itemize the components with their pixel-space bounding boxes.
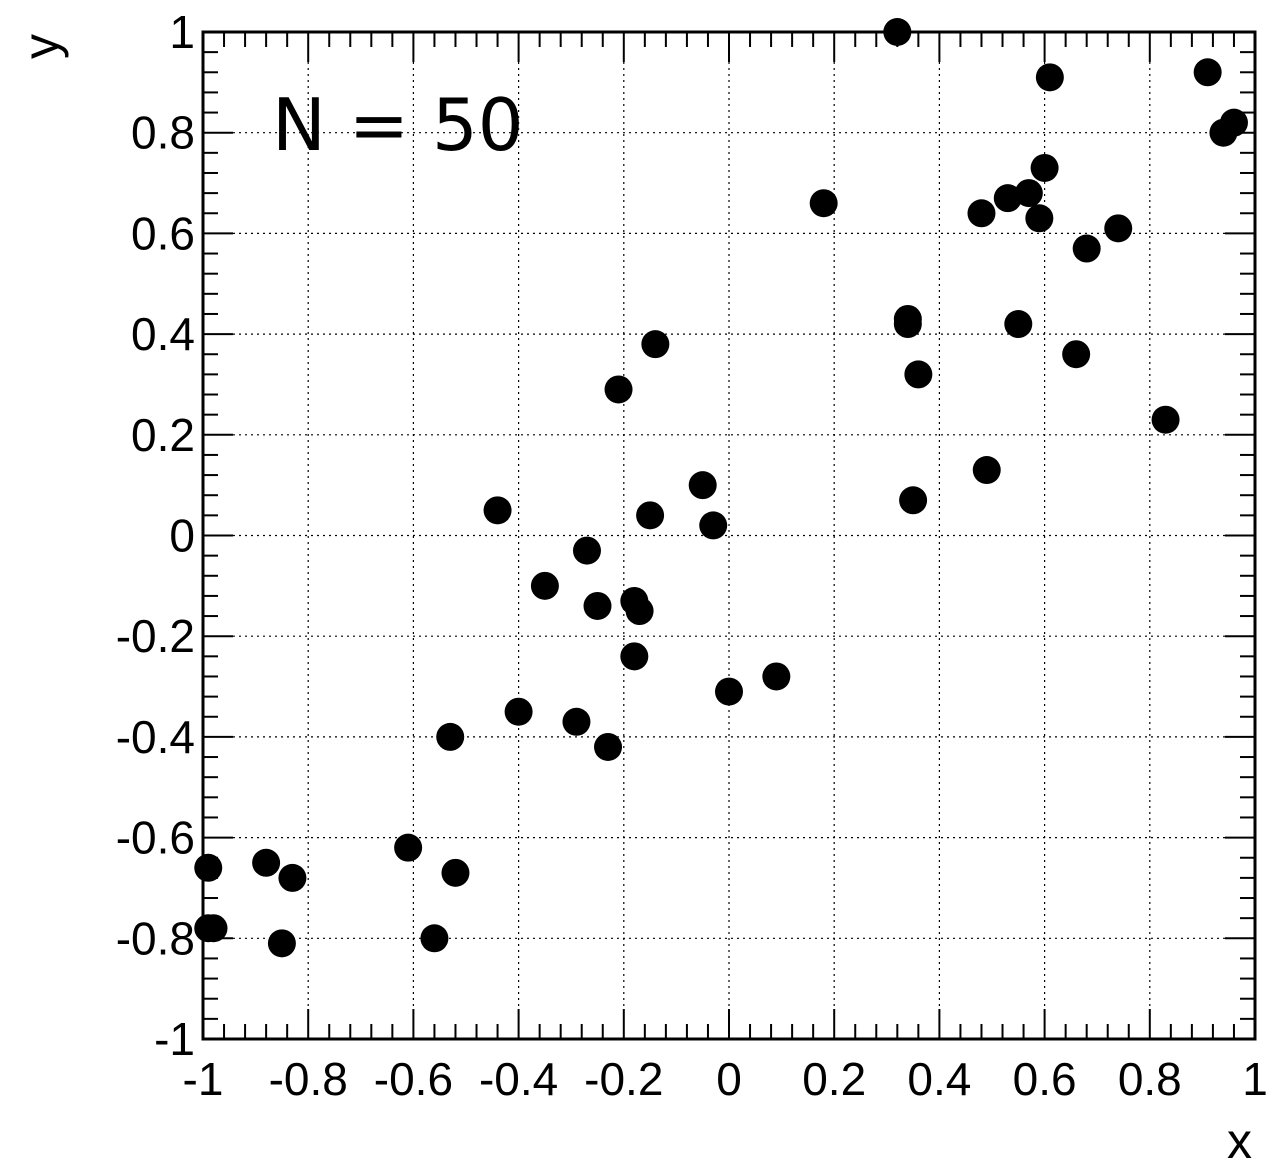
data-point	[483, 496, 512, 525]
y-tick-labels: -1 -0.8 -0.6 -0.4 -0.2 0 0.2 0.4 0.6 0.8 1	[116, 6, 195, 1065]
x-axis-title: x	[1227, 1113, 1252, 1164]
x-tick-label: 0.8	[1118, 1053, 1182, 1105]
y-tick-label: -0.4	[116, 711, 195, 763]
data-point	[562, 707, 591, 736]
x-tick-label: 0	[716, 1053, 742, 1105]
x-tick-label: -0.6	[374, 1053, 453, 1105]
data-point	[504, 697, 533, 726]
data-point	[1151, 405, 1180, 434]
data-point	[1219, 108, 1248, 137]
data-point	[972, 456, 1001, 485]
data-point	[1030, 153, 1059, 182]
y-tick-label: -0.8	[116, 912, 195, 964]
data-point	[1025, 204, 1054, 233]
data-point	[636, 501, 665, 530]
y-tick-label: 0.4	[131, 308, 195, 360]
y-tick-label: 0.6	[131, 207, 195, 259]
x-tick-label: -0.8	[269, 1053, 348, 1105]
y-tick-label: -1	[154, 1013, 195, 1065]
data-point	[699, 511, 728, 540]
data-point	[436, 722, 465, 751]
data-points	[194, 18, 1248, 958]
data-point	[762, 662, 791, 691]
data-point	[625, 597, 654, 626]
plot-frame	[201, 30, 1257, 1041]
y-tick-label: -0.2	[116, 610, 195, 662]
y-axis-title: y	[13, 34, 69, 59]
data-point	[1072, 234, 1101, 263]
y-tick-label: 0.2	[131, 409, 195, 461]
data-point	[583, 591, 612, 620]
data-point	[1062, 340, 1091, 369]
data-point	[641, 330, 670, 359]
grid	[203, 32, 1255, 1039]
y-tick-label: 0.8	[131, 107, 195, 159]
data-point	[194, 853, 223, 882]
data-point	[993, 184, 1022, 213]
data-point	[441, 858, 470, 887]
data-point	[620, 642, 649, 671]
data-point	[572, 536, 601, 565]
x-tick-label: -1	[183, 1053, 224, 1105]
y-tick-label: 0	[169, 510, 195, 562]
data-point	[1004, 310, 1033, 339]
data-point	[267, 929, 296, 958]
y-tick-label: -0.6	[116, 812, 195, 864]
data-point	[893, 310, 922, 339]
sample-size-annotation: N = 50	[272, 83, 524, 167]
data-point	[1035, 63, 1064, 92]
data-point	[809, 189, 838, 218]
x-tick-label: 0.6	[1013, 1053, 1077, 1105]
data-point	[1104, 214, 1133, 243]
data-point	[967, 199, 996, 228]
data-point	[899, 486, 928, 515]
data-point	[1193, 58, 1222, 87]
x-tick-label: 0.4	[907, 1053, 971, 1105]
data-point	[715, 677, 743, 706]
y-tick-label: 1	[169, 6, 195, 58]
x-tick-label: 1	[1242, 1053, 1266, 1105]
x-tick-labels: -1 -0.8 -0.6 -0.4 -0.2 0 0.2 0.4 0.6 0.8 1	[183, 1053, 1266, 1105]
data-point	[394, 833, 423, 862]
data-point	[688, 471, 717, 500]
data-point	[252, 848, 281, 877]
data-point	[594, 732, 623, 761]
data-point	[904, 360, 933, 389]
data-point	[883, 18, 912, 46]
data-point	[278, 863, 307, 892]
data-point	[1014, 179, 1043, 208]
x-tick-label: -0.2	[584, 1053, 663, 1105]
axis-ticks	[202, 31, 1256, 1040]
data-point	[530, 571, 559, 600]
data-point	[420, 924, 449, 953]
x-tick-label: -0.4	[479, 1053, 558, 1105]
data-point	[604, 375, 633, 404]
data-point	[194, 914, 223, 943]
x-tick-label: 0.2	[802, 1053, 866, 1105]
